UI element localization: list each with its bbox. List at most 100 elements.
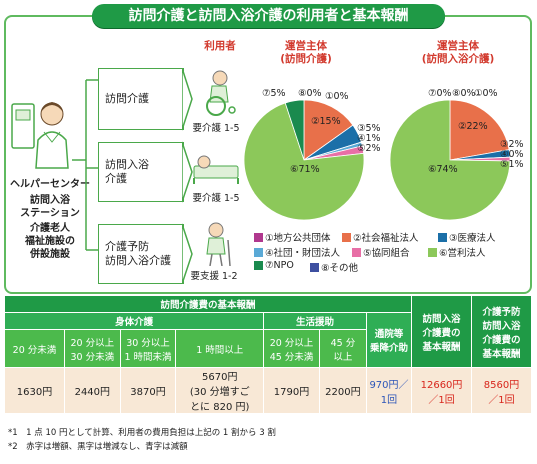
provider-elderly-facility: 介護老人 福祉施設の 併設施設 bbox=[4, 222, 96, 261]
provider-bath-line: ステーション bbox=[20, 208, 80, 219]
time-col-line: 1 時間未満 bbox=[124, 351, 172, 363]
provider-elderly-line: 介護老人 bbox=[30, 223, 70, 234]
pie2-label-coop: ⑤1% bbox=[500, 159, 524, 170]
service-label: 訪問介護 bbox=[105, 92, 149, 105]
pie1-slice-npo bbox=[284, 99, 305, 161]
time-col-line: 45 分未満 bbox=[269, 351, 314, 363]
service-prevent-bath: 介護予防 訪問入浴介護 bbox=[98, 224, 184, 284]
time-col-line: 以上 bbox=[333, 351, 353, 363]
pie1-label-other: ⑧0% bbox=[298, 88, 322, 99]
pie1-slice-profit bbox=[243, 102, 365, 221]
fee-value: 5670円 (30 分増すご とに 820 円) bbox=[175, 367, 265, 414]
provider-helper-center: ヘルパーセンター bbox=[10, 179, 90, 190]
care-level: 要支援 1-2 bbox=[190, 271, 238, 282]
elderly-walker-icon bbox=[206, 222, 231, 266]
arrow-tips bbox=[182, 68, 193, 284]
pie2-title: 運営主体 (訪問入浴介護) bbox=[408, 40, 508, 66]
time-col: 20 分未満 bbox=[4, 329, 65, 368]
legend-swatch bbox=[428, 247, 437, 257]
time-col-line: 30 分以上 bbox=[126, 337, 170, 349]
pie1-label-social: ②15% bbox=[311, 116, 341, 127]
fee-value-line: 1回 bbox=[380, 394, 398, 406]
care-level: 要介護 1-5 bbox=[192, 193, 240, 204]
provider-elderly-line: 福祉施設の bbox=[25, 236, 75, 247]
footnote-2: *2 赤字は増額、黒字は増減なし、青字は減額 bbox=[8, 442, 188, 452]
bath-fee-line: 介護費の bbox=[422, 327, 461, 339]
fee-value-line: ／1回 bbox=[428, 394, 455, 406]
legend-item: ①地方公共団体 bbox=[254, 230, 331, 244]
legend-swatch bbox=[254, 247, 263, 257]
service-label: 介護 bbox=[105, 172, 127, 185]
table-header-commute: 通院等 乗降介助 bbox=[365, 312, 413, 368]
fee-value: 1790円 bbox=[263, 367, 320, 414]
connector-lines bbox=[72, 79, 100, 251]
legend-item: ③医療法人 bbox=[438, 230, 496, 244]
users-header: 利用者 bbox=[204, 40, 236, 52]
service-label: 介護予防 bbox=[105, 240, 149, 253]
table-header-prevent: 介護予防 訪問入浴 介護費の 基本報酬 bbox=[471, 295, 532, 368]
fee-value-line: (30 分増すご bbox=[189, 387, 250, 398]
fee-value-line: 12660円 bbox=[420, 379, 463, 391]
provider-bath-line: 訪問入浴 bbox=[30, 195, 70, 206]
table-header-bath: 訪問入浴 介護費の 基本報酬 bbox=[411, 295, 472, 368]
legend-item: ⑧その他 bbox=[310, 260, 358, 274]
bath-fee-line: 基本報酬 bbox=[422, 341, 461, 353]
legend-swatch bbox=[342, 232, 351, 242]
fee-value-line: ／1回 bbox=[488, 394, 515, 406]
table-header-body-care: 身体介護 bbox=[3, 312, 265, 330]
legend-item: ⑦NPO bbox=[254, 260, 294, 271]
helper-illustration bbox=[11, 102, 69, 169]
provider-elderly-line: 併設施設 bbox=[30, 249, 70, 260]
legend-label: ⑥営利法人 bbox=[439, 248, 486, 259]
pie1-label-npo: ⑦5% bbox=[262, 88, 286, 99]
legend-item: ⑤協同組合 bbox=[352, 245, 410, 259]
provider-bath-station: 訪問入浴 ステーション bbox=[4, 194, 96, 220]
time-col: 30 分以上 1 時間未満 bbox=[119, 329, 177, 368]
time-col-line: 20 分以上 bbox=[70, 337, 115, 349]
legend-label: ④社団・財団法人 bbox=[265, 248, 341, 259]
pie1-label-profit: ⑥71% bbox=[290, 164, 320, 175]
prevent-fee-line: 基本報酬 bbox=[482, 348, 521, 360]
legend-label: ①地方公共団体 bbox=[265, 233, 331, 244]
table-header-main: 訪問介護費の基本報酬 bbox=[3, 295, 413, 313]
wheelchair-user-icon bbox=[206, 70, 236, 116]
time-col-line: 45 分 bbox=[330, 337, 356, 349]
service-home-bath: 訪問入浴 介護 bbox=[98, 142, 184, 202]
pie-chart-home-bath bbox=[389, 99, 511, 221]
fee-value: 2200円 bbox=[318, 367, 367, 414]
pie-chart-home-care bbox=[243, 99, 365, 221]
pie1-label-medical: ③5% bbox=[357, 123, 381, 134]
time-col-line: 30 分未満 bbox=[70, 351, 115, 363]
service-label: 訪問入浴 bbox=[105, 158, 149, 171]
bedridden-user-icon bbox=[193, 155, 239, 184]
fee-value-prevent: 8560円 ／1回 bbox=[471, 367, 532, 414]
service-label: 訪問入浴介護 bbox=[105, 254, 171, 267]
prevent-fee-line: 介護予防 bbox=[482, 306, 521, 318]
legend-label: ⑤協同組合 bbox=[363, 248, 410, 259]
pie2-label-npo: ⑦0% bbox=[428, 88, 452, 99]
bath-fee-line: 訪問入浴 bbox=[422, 313, 461, 325]
legend-swatch bbox=[310, 262, 319, 272]
pie2-label-medical: ③2% bbox=[500, 139, 524, 150]
legend-swatch bbox=[352, 247, 361, 257]
pie2-title-line: (訪問入浴介護) bbox=[421, 53, 495, 65]
fee-table: 訪問介護費の基本報酬 訪問入浴 介護費の 基本報酬 介護予防 訪問入浴 介護費の… bbox=[3, 295, 532, 414]
page-title: 訪問介護と訪問入浴介護の利用者と基本報酬 bbox=[92, 4, 445, 28]
care-level: 要介護 1-5 bbox=[192, 123, 240, 134]
fee-value: 2440円 bbox=[63, 367, 121, 414]
pie1-title: 運営主体 (訪問介護) bbox=[266, 40, 346, 66]
pie1-label-coop: ⑤2% bbox=[357, 143, 381, 154]
fee-value-commute: 970円／ 1回 bbox=[365, 367, 413, 414]
legend-item: ②社会福祉法人 bbox=[342, 230, 419, 244]
pie2-label-other: ⑧0% bbox=[452, 88, 476, 99]
prevent-fee-line: 介護費の bbox=[482, 334, 521, 346]
footnote-1: *1 1 点 10 円として計算、利用者の費用負担は上記の 1 割から 3 割 bbox=[8, 428, 276, 438]
pie2-label-social: ②22% bbox=[458, 121, 488, 132]
pie1-label-local: ①0% bbox=[325, 91, 349, 102]
pie2-slice-profit bbox=[389, 99, 511, 221]
service-home-care: 訪問介護 bbox=[98, 68, 184, 130]
fee-value: 3870円 bbox=[119, 367, 177, 414]
pie1-title-line: 運営主体 bbox=[285, 40, 327, 52]
legend-label: ③医療法人 bbox=[449, 233, 496, 244]
pie2-label-local: ①0% bbox=[474, 88, 498, 99]
